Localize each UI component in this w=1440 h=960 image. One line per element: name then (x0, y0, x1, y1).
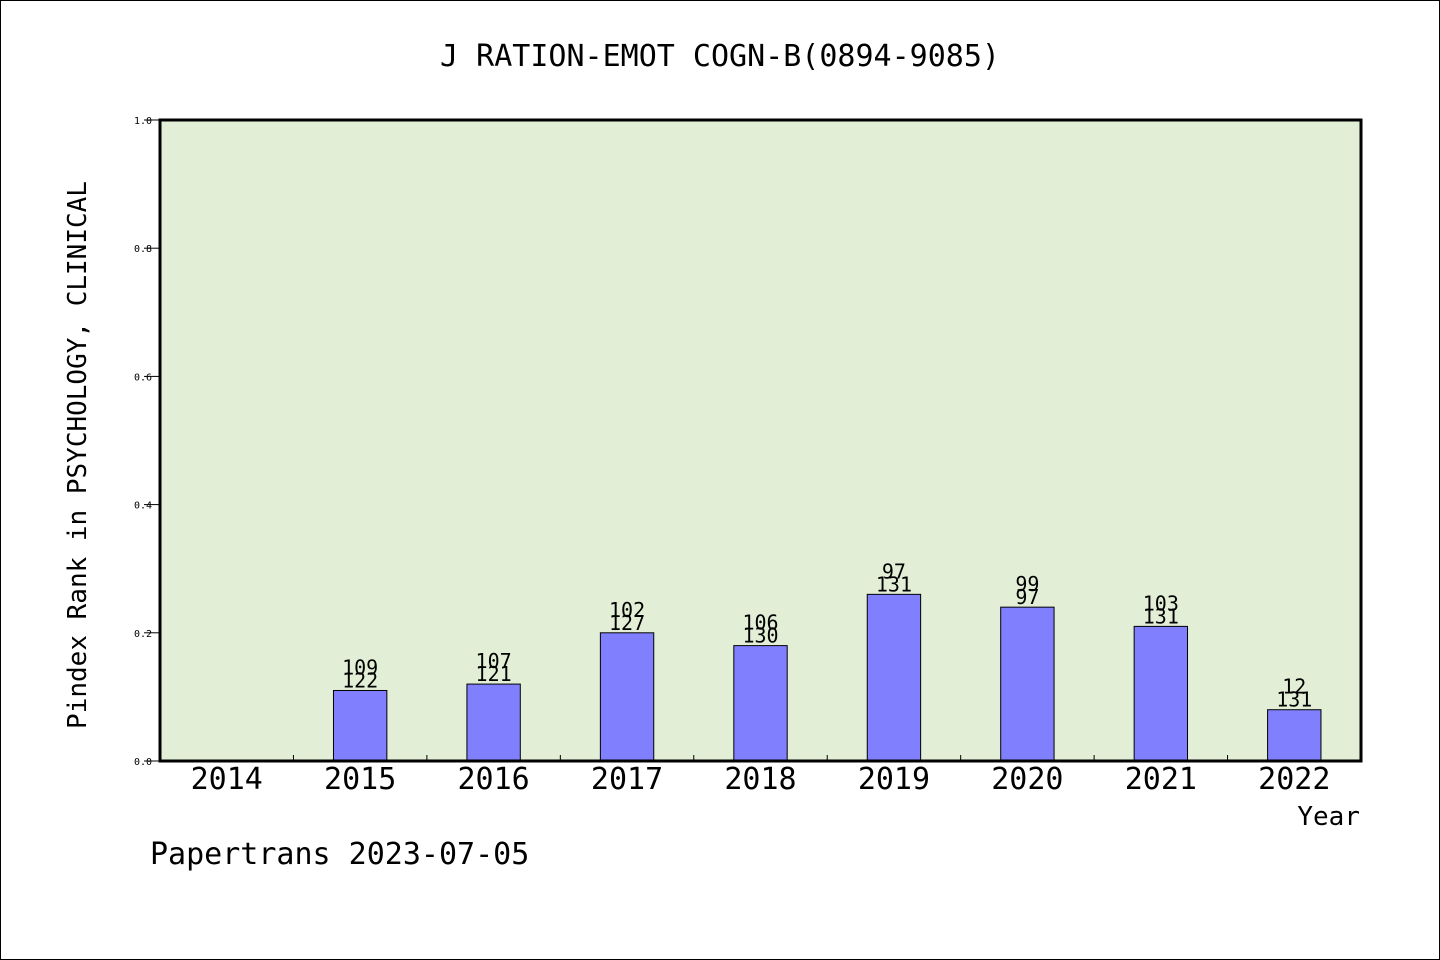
y-axis-label: Pindex Rank in PSYCHOLOGY, CLINICAL (63, 181, 93, 729)
y-axis-ticks: 0.0 0.2 0.4 0.6 0.8 1.0 (134, 116, 160, 768)
bar-rank-label: 109 (342, 655, 378, 679)
x-tick-label: 2015 (324, 762, 396, 797)
bars-group (332, 593, 1322, 762)
bar-total-label: 121 (476, 662, 512, 686)
bar-rank-label: 107 (476, 649, 512, 673)
x-tick-label: 2017 (591, 762, 663, 797)
x-tick-label: 2014 (191, 762, 263, 797)
x-tick-label: 2021 (1125, 762, 1197, 797)
bar-rank-label: 12 (1282, 675, 1306, 699)
bar (466, 683, 521, 762)
x-tick-label: 2019 (858, 762, 930, 797)
bar-rank-label: 102 (609, 598, 645, 622)
bar (1000, 606, 1055, 762)
bar (733, 645, 788, 762)
bar (1133, 625, 1189, 762)
bar-total-label: 97 (1015, 585, 1039, 609)
bar (332, 689, 388, 762)
bar-rank-label: 99 (1015, 572, 1039, 596)
bar-total-label: 127 (609, 611, 645, 635)
bar-rank-label: 97 (882, 559, 906, 583)
bar-rank-label: 106 (742, 611, 778, 635)
bar-total-label: 130 (742, 624, 778, 648)
y-tick-label: 0.4 (134, 501, 152, 512)
x-axis-label: Year (1297, 802, 1360, 832)
y-tick-label: 0.6 (134, 372, 152, 383)
x-tick-label: 2018 (724, 762, 796, 797)
bar (1267, 709, 1322, 762)
x-axis-ticks: 2014 2015 2016 2017 2018 2019 2020 2021 2022 (191, 755, 1330, 797)
y-tick-label: 0.0 (134, 757, 152, 768)
bar-total-label: 122 (342, 668, 378, 692)
bar-total-label: 131 (876, 572, 912, 596)
source-footer: Papertrans 2023-07-05 (150, 837, 529, 872)
bar-total-label: 131 (1276, 688, 1312, 712)
chart-title: J RATION-EMOT COGN-B(0894-9085) (440, 39, 1000, 74)
plot-border (158, 118, 1363, 763)
bar-rank-label: 103 (1143, 591, 1179, 615)
y-tick-label: 1.0 (134, 116, 152, 127)
bar-total-label: 131 (1143, 604, 1179, 628)
bar (599, 632, 655, 762)
y-tick-label: 0.2 (134, 629, 152, 640)
x-tick-label: 2016 (457, 762, 529, 797)
y-tick-label: 0.8 (134, 244, 152, 255)
x-tick-label: 2020 (991, 762, 1063, 797)
bar (866, 593, 922, 762)
x-tick-label: 2022 (1258, 762, 1330, 797)
